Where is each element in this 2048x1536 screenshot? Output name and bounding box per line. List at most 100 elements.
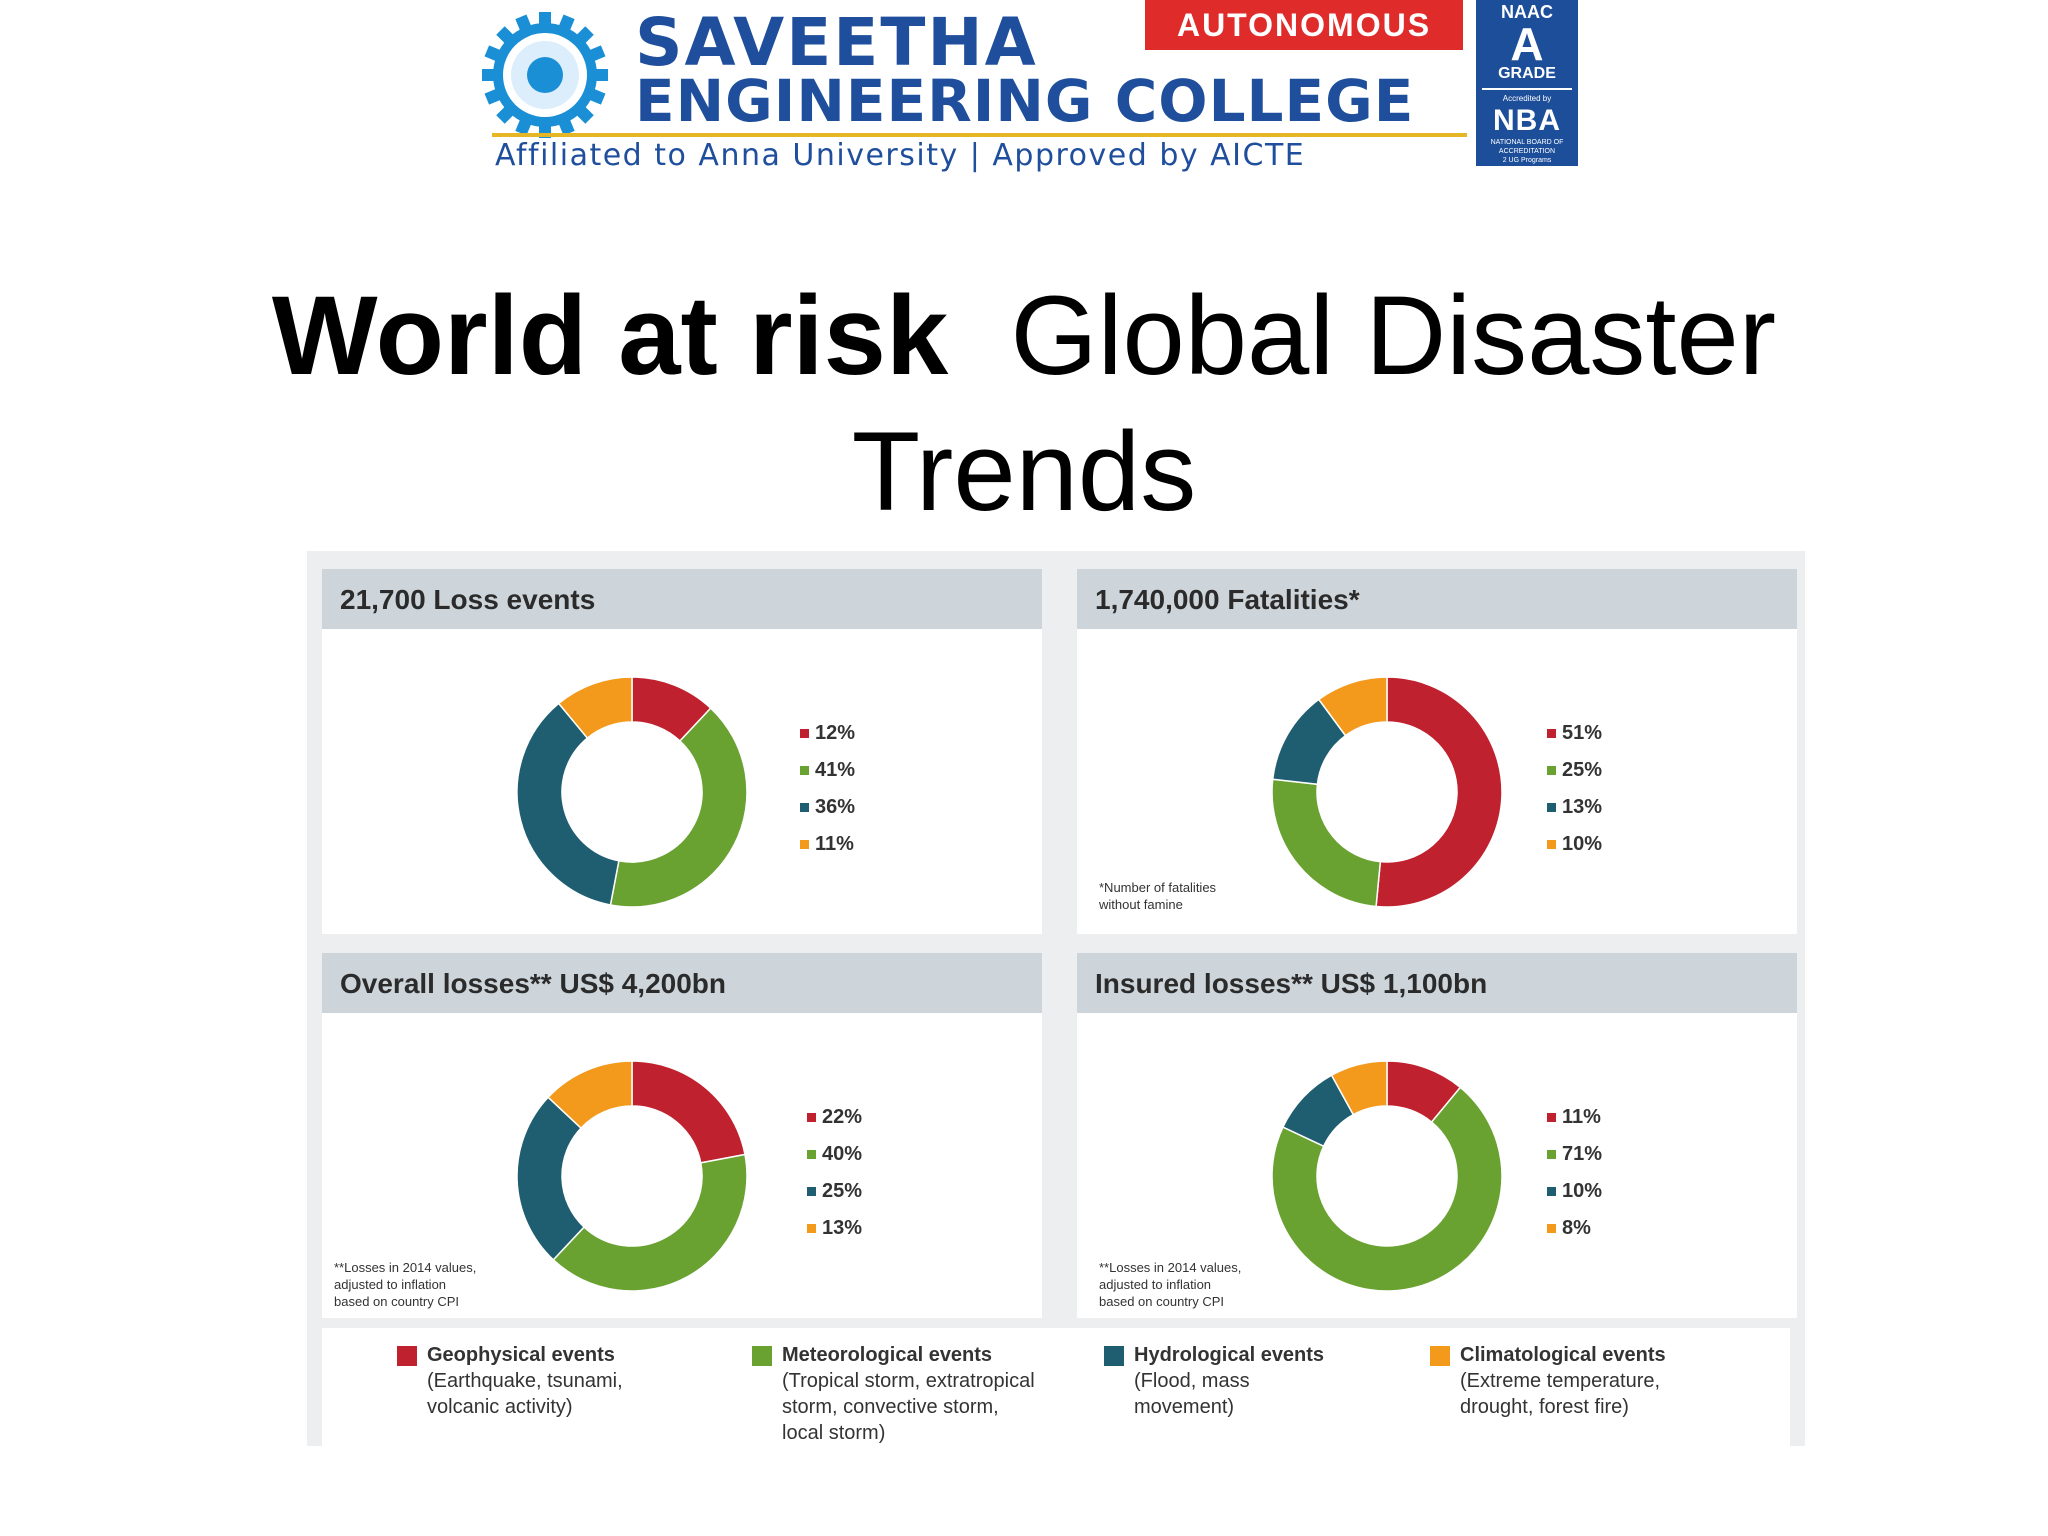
slide-title-line1: Global Disaster [1010,273,1777,398]
pct-label-meteorological: 41% [800,759,855,782]
panel-body: 12% 41% 36% 11% [322,637,1042,934]
slice-meteorological [552,1153,748,1292]
slide-title-line2: Trends [851,409,1197,534]
nba-logo-text: NBA [1493,104,1561,137]
legend-swatch-meteorological [752,1346,772,1366]
slice-geophysical [1375,676,1503,908]
naac-label: NAAC [1501,2,1553,22]
legend-item-meteorological: Meteorological events (Tropical storm, e… [752,1342,1035,1446]
slice-meteorological [1271,778,1382,908]
legend-item-geophysical: Geophysical events (Earthquake, tsunami,… [397,1342,623,1420]
pct-label-geophysical: 22% [807,1106,862,1129]
pct-label-hydrological: 25% [807,1180,862,1203]
panel-title: 21,700 Loss events [322,569,1042,629]
college-name-line1: SAVEETHA [635,4,1038,81]
pct-label-meteorological: 71% [1547,1143,1602,1166]
donut-chart-insured-losses [1271,1060,1503,1292]
panel-title: Insured losses** US$ 1,100bn [1077,953,1797,1013]
legend-name: Climatological events [1460,1344,1666,1366]
college-emblem-gear-icon [482,12,608,138]
legend-swatch-hydrological [1104,1346,1124,1366]
slice-meteorological [1271,1086,1503,1292]
legend-swatch-geophysical [1547,1113,1556,1123]
panel-body: 51% 25% 13% 10% *Number of fatalities wi… [1077,637,1797,934]
legend-swatch-hydrological [1547,1187,1556,1197]
legend-item-hydrological: Hydrological events (Flood, mass movemen… [1104,1342,1324,1420]
pct-label-geophysical: 12% [800,722,855,745]
panel-footnote: *Number of fatalities without famine [1099,880,1217,912]
college-name-line2: ENGINEERING COLLEGE [635,67,1415,135]
accreditation-badge: NAAC A GRADE Accredited by NBA NATIONAL … [1476,0,1578,166]
legend-swatch-geophysical [800,729,809,739]
grade-label: GRADE [1498,65,1556,82]
legend-swatch-geophysical [397,1346,417,1366]
panel-body: 22% 40% 25% 13% **Losses in 2014 values,… [322,1021,1042,1318]
pct-label-climatological: 10% [1547,833,1602,856]
legend-swatch-geophysical [1547,729,1556,739]
panel-footnote: **Losses in 2014 values, adjusted to inf… [1099,1260,1242,1309]
panel-body: 11% 71% 10% 8% **Losses in 2014 values, … [1077,1021,1797,1318]
panel-title: Overall losses** US$ 4,200bn [322,953,1042,1013]
slice-climatological [557,676,633,740]
panel-footnote: **Losses in 2014 values, adjusted to inf… [334,1260,477,1309]
donut-chart-fatalities [1271,676,1503,908]
legend-name: Meteorological events [782,1344,993,1366]
logo-divider [492,133,1467,137]
category-legend: Geophysical events (Earthquake, tsunami,… [322,1328,1790,1446]
pct-label-meteorological: 25% [1547,759,1602,782]
accredited-label: Accredited by [1502,94,1552,103]
slice-climatological [1317,676,1388,737]
donut-chart-loss-events [516,676,748,908]
slice-climatological [1330,1060,1388,1116]
legend-name: Hydrological events [1134,1344,1325,1366]
slide-title-bold: World at risk [271,273,949,398]
slice-hydrological [516,1096,586,1261]
pct-label-hydrological: 13% [1547,796,1602,819]
legend-swatch-meteorological [807,1150,816,1160]
legend-swatch-hydrological [800,803,809,813]
slice-meteorological [609,707,748,908]
slide-title: World at risk Global Disaster Trends [0,268,2048,540]
panel-fatalities: 1,740,000 Fatalities* 51% 25% 13% 10% *N… [1077,569,1797,934]
nba-subtitle: NATIONAL BOARD OF ACCREDITATION [1490,139,1564,155]
slice-geophysical [631,1060,746,1164]
legend-swatch-climatological [1547,840,1556,850]
legend-swatch-meteorological [1547,1150,1556,1160]
legend-swatch-meteorological [800,766,809,776]
panel-title: 1,740,000 Fatalities* [1077,569,1797,629]
slice-hydrological [516,702,620,906]
legend-swatch-hydrological [807,1187,816,1197]
pct-label-climatological: 8% [1547,1217,1591,1240]
pct-label-hydrological: 36% [800,796,855,819]
legend-swatch-meteorological [1547,766,1556,776]
badge-divider [1482,88,1572,90]
panel-overall-losses: Overall losses** US$ 4,200bn 22% 40% 25%… [322,953,1042,1318]
legend-description: (Flood, mass movement) [1134,1370,1250,1418]
nba-programs: 2 UG Programs [1502,157,1552,164]
legend-swatch-climatological [1430,1346,1450,1366]
pct-label-geophysical: 51% [1547,722,1602,745]
pct-label-climatological: 11% [800,833,854,856]
pct-label-hydrological: 10% [1547,1180,1602,1203]
legend-description: (Earthquake, tsunami, volcanic activity) [427,1370,623,1418]
college-affiliation: Affiliated to Anna University | Approved… [495,138,1306,173]
college-logo: SAVEETHA ENGINEERING COLLEGE Affiliated … [470,0,1580,175]
legend-swatch-climatological [1547,1224,1556,1234]
panel-loss-events: 21,700 Loss events 12% 41% 36% 11% [322,569,1042,934]
pct-label-geophysical: 11% [1547,1106,1601,1129]
legend-item-climatological: Climatological events (Extreme temperatu… [1430,1342,1666,1420]
grade-letter: A [1510,18,1544,70]
donut-chart-overall-losses [516,1060,748,1292]
legend-swatch-hydrological [1547,803,1556,813]
legend-name: Geophysical events [427,1344,615,1366]
legend-swatch-geophysical [807,1113,816,1123]
autonomous-badge: AUTONOMOUS [1145,0,1463,50]
legend-description: (Tropical storm, extratropical storm, co… [782,1370,1035,1444]
pct-label-meteorological: 40% [807,1143,862,1166]
panel-insured-losses: Insured losses** US$ 1,100bn 11% 71% 10%… [1077,953,1797,1318]
legend-swatch-climatological [807,1224,816,1234]
slice-climatological [547,1060,633,1130]
legend-swatch-climatological [800,840,809,850]
legend-description: (Extreme temperature, drought, forest fi… [1460,1370,1661,1418]
pct-label-climatological: 13% [807,1217,862,1240]
